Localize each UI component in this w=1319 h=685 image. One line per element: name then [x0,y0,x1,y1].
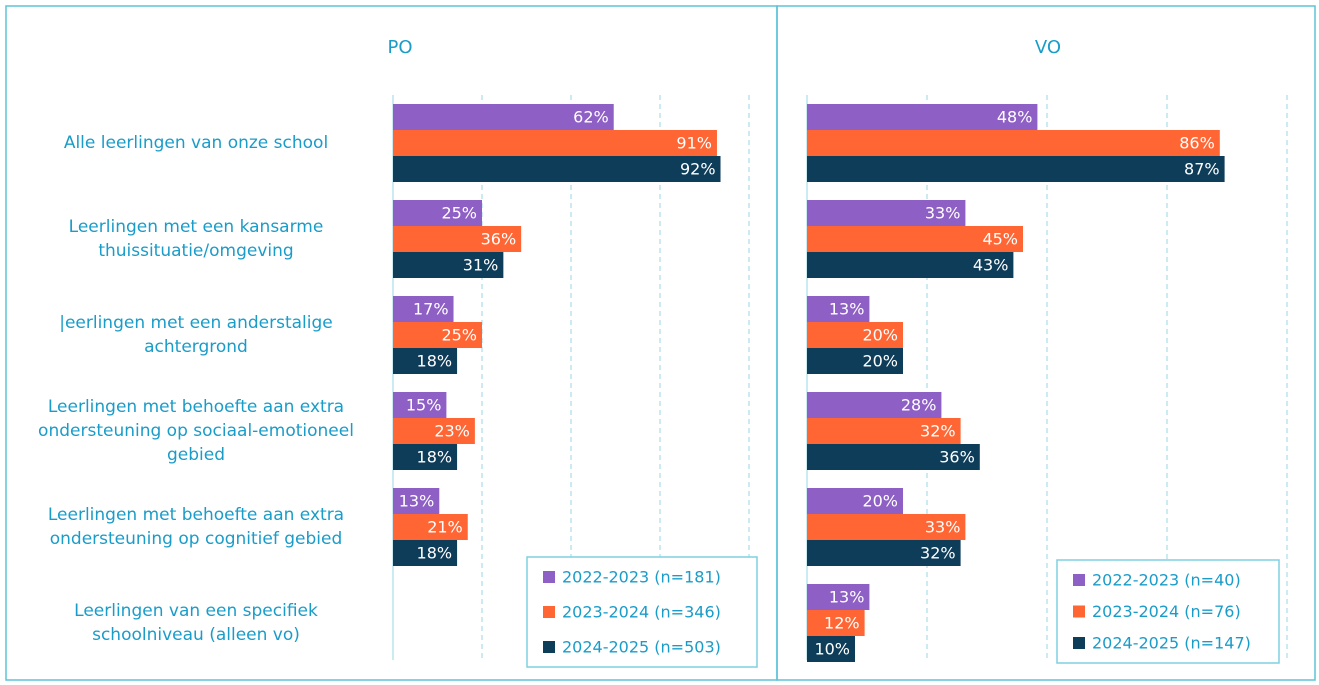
bar [807,322,903,348]
bar [807,488,903,514]
bar [393,200,482,226]
data-label: 13% [829,588,865,607]
data-label: 92% [680,160,716,179]
data-label: 87% [1184,160,1220,179]
chart-title: PO [387,37,412,58]
bar [393,444,458,470]
data-label: 62% [573,108,609,127]
data-label: 91% [676,134,712,153]
bar [807,584,870,610]
bar [807,252,1014,278]
data-label: 32% [920,544,956,563]
bar [393,392,447,418]
legend-swatch [1073,605,1085,618]
legend-label: 2022-2023 (n=181) [562,568,721,587]
data-label: 43% [973,256,1009,275]
data-label: 28% [901,396,937,415]
data-label: 31% [463,256,499,275]
data-label: 13% [829,300,865,319]
data-label: 20% [862,326,898,345]
panel-vo [776,5,1316,681]
category-label: |eerlingen met een anderstalige achtergr… [59,313,333,357]
bar [393,296,454,322]
bar [393,418,475,444]
legend-label: 2024-2025 (n=147) [1092,634,1251,653]
legend-label: 2023-2024 (n=346) [562,603,721,622]
bar [807,156,1225,182]
bar [393,130,717,156]
data-label: 12% [824,614,860,633]
data-label: 17% [413,300,449,319]
data-label: 20% [862,352,898,371]
data-label: 45% [982,230,1018,249]
data-label: 10% [814,640,850,659]
legend-swatch [543,606,555,618]
category-label: Leerlingen met een kansarme thuissituati… [68,217,324,261]
bar [807,418,961,444]
data-label: 36% [481,230,517,249]
bar [393,104,614,130]
data-label: 25% [441,204,477,223]
legend-box [526,556,758,668]
bar [393,348,458,374]
bar [393,540,458,566]
bar [807,200,966,226]
bar [393,226,522,252]
legend-swatch [543,571,555,583]
bar [807,636,855,662]
data-label: 48% [997,108,1033,127]
data-label: 36% [939,448,975,467]
bar [807,540,961,566]
bar [807,444,980,470]
legend-label: 2022-2023 (n=40) [1092,571,1241,590]
bar [393,488,440,514]
legend-swatch [1073,637,1085,649]
data-label: 86% [1179,134,1215,153]
bar [807,348,903,374]
legend-label: 2023-2024 (n=76) [1092,602,1241,621]
legend-box [1056,559,1280,664]
category-label: Alle leerlingen van onze school [63,133,329,153]
legend-swatch [1073,574,1085,586]
bar [807,392,942,418]
bar [807,514,966,540]
data-label: 33% [925,204,961,223]
data-label: 18% [417,448,453,467]
legend-label: 2024-2025 (n=503) [562,638,721,657]
legend-swatch [543,641,555,653]
data-label: 13% [399,492,435,511]
bar [393,156,721,182]
category-label: Leerlingen met behoefte aan extra onders… [47,505,345,549]
data-label: 15% [406,396,442,415]
bar [807,130,1220,156]
data-label: 23% [434,422,470,441]
data-label: 32% [920,422,956,441]
data-label: 21% [427,518,463,537]
bar [807,226,1023,252]
bar [393,252,504,278]
data-label: 18% [417,544,453,563]
data-label: 18% [417,352,453,371]
bar [393,514,468,540]
chart-title: VO [1035,37,1061,58]
bar [807,296,870,322]
data-label: 20% [862,492,898,511]
bar [807,104,1038,130]
data-label: 25% [441,326,477,345]
bar [393,322,482,348]
category-label: Leerlingen met behoefte aan extra onders… [38,397,354,465]
bar [807,610,865,636]
category-label: Leerlingen van een specifiek schoolnivea… [74,601,318,645]
data-label: 33% [925,518,961,537]
